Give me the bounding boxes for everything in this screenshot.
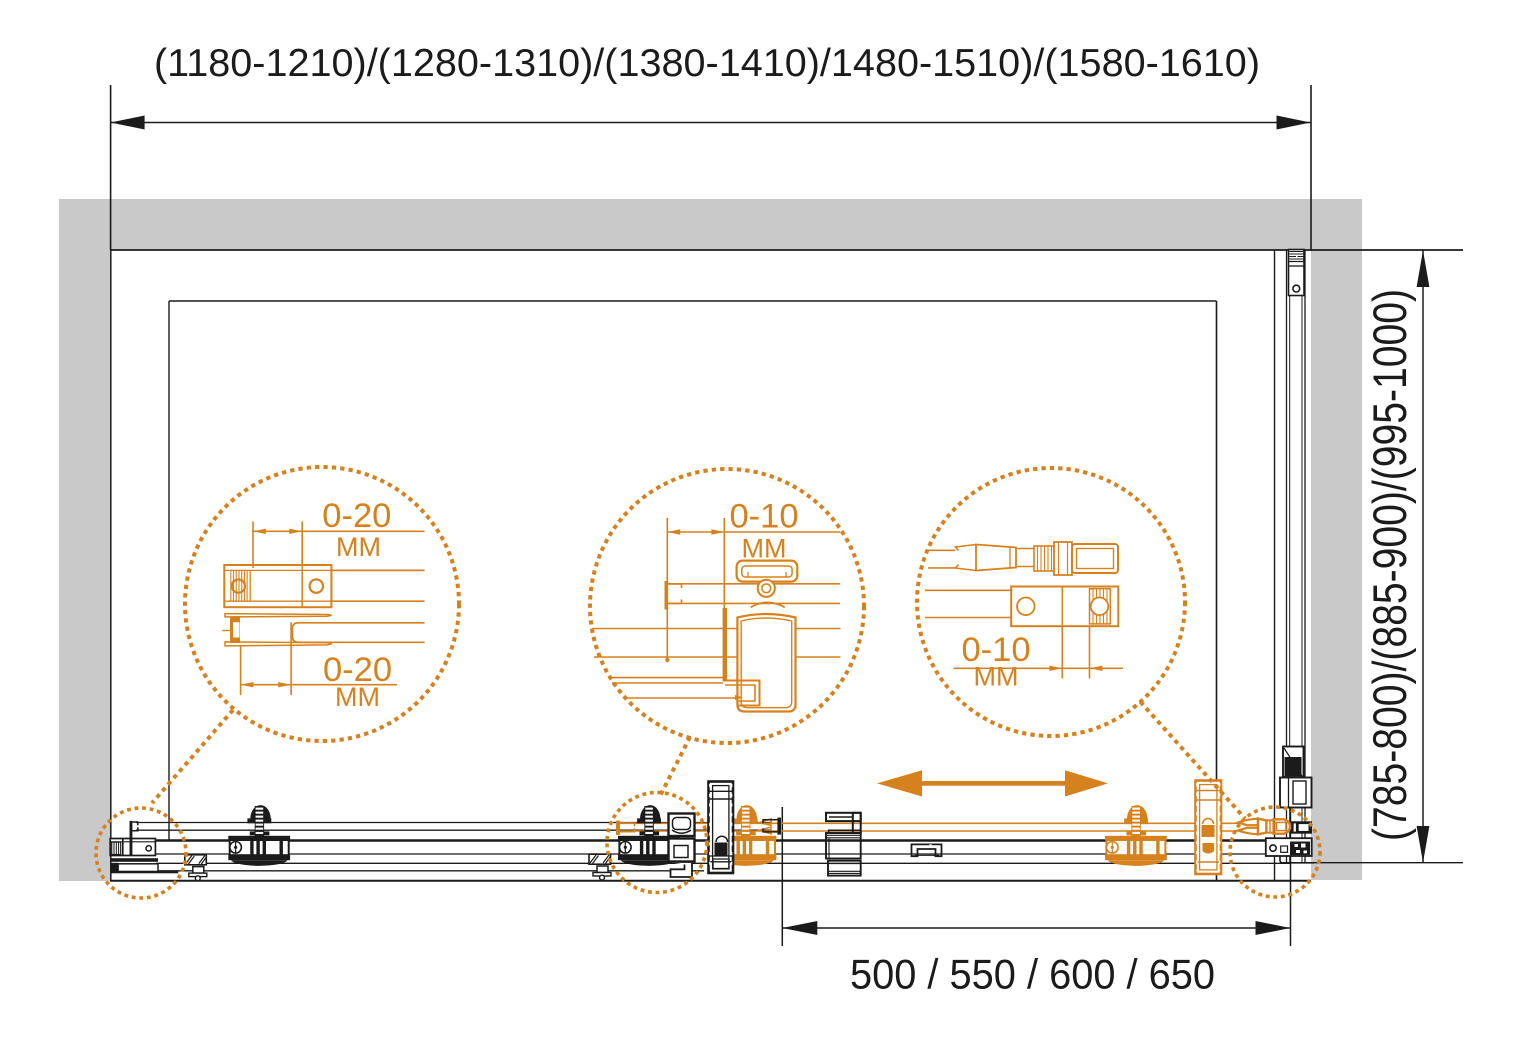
svg-text:0-10: 0-10 <box>729 498 798 536</box>
svg-text:0-20: 0-20 <box>323 651 392 689</box>
svg-text:(1180-1210)/(1280-1310)/(1380-: (1180-1210)/(1280-1310)/(1380-1410)/1480… <box>154 42 1260 85</box>
svg-text:0-10: 0-10 <box>961 631 1030 669</box>
svg-text:ММ: ММ <box>335 682 380 712</box>
svg-text:ММ: ММ <box>742 534 787 564</box>
svg-text:ММ: ММ <box>974 662 1019 692</box>
svg-text:0-20: 0-20 <box>322 497 391 535</box>
svg-text:(785-800)/(885-900)/(995-1000): (785-800)/(885-900)/(995-1000) <box>1363 289 1416 841</box>
svg-text:ММ: ММ <box>336 532 381 562</box>
svg-text:500 / 550 / 600 / 650: 500 / 550 / 600 / 650 <box>850 951 1215 998</box>
